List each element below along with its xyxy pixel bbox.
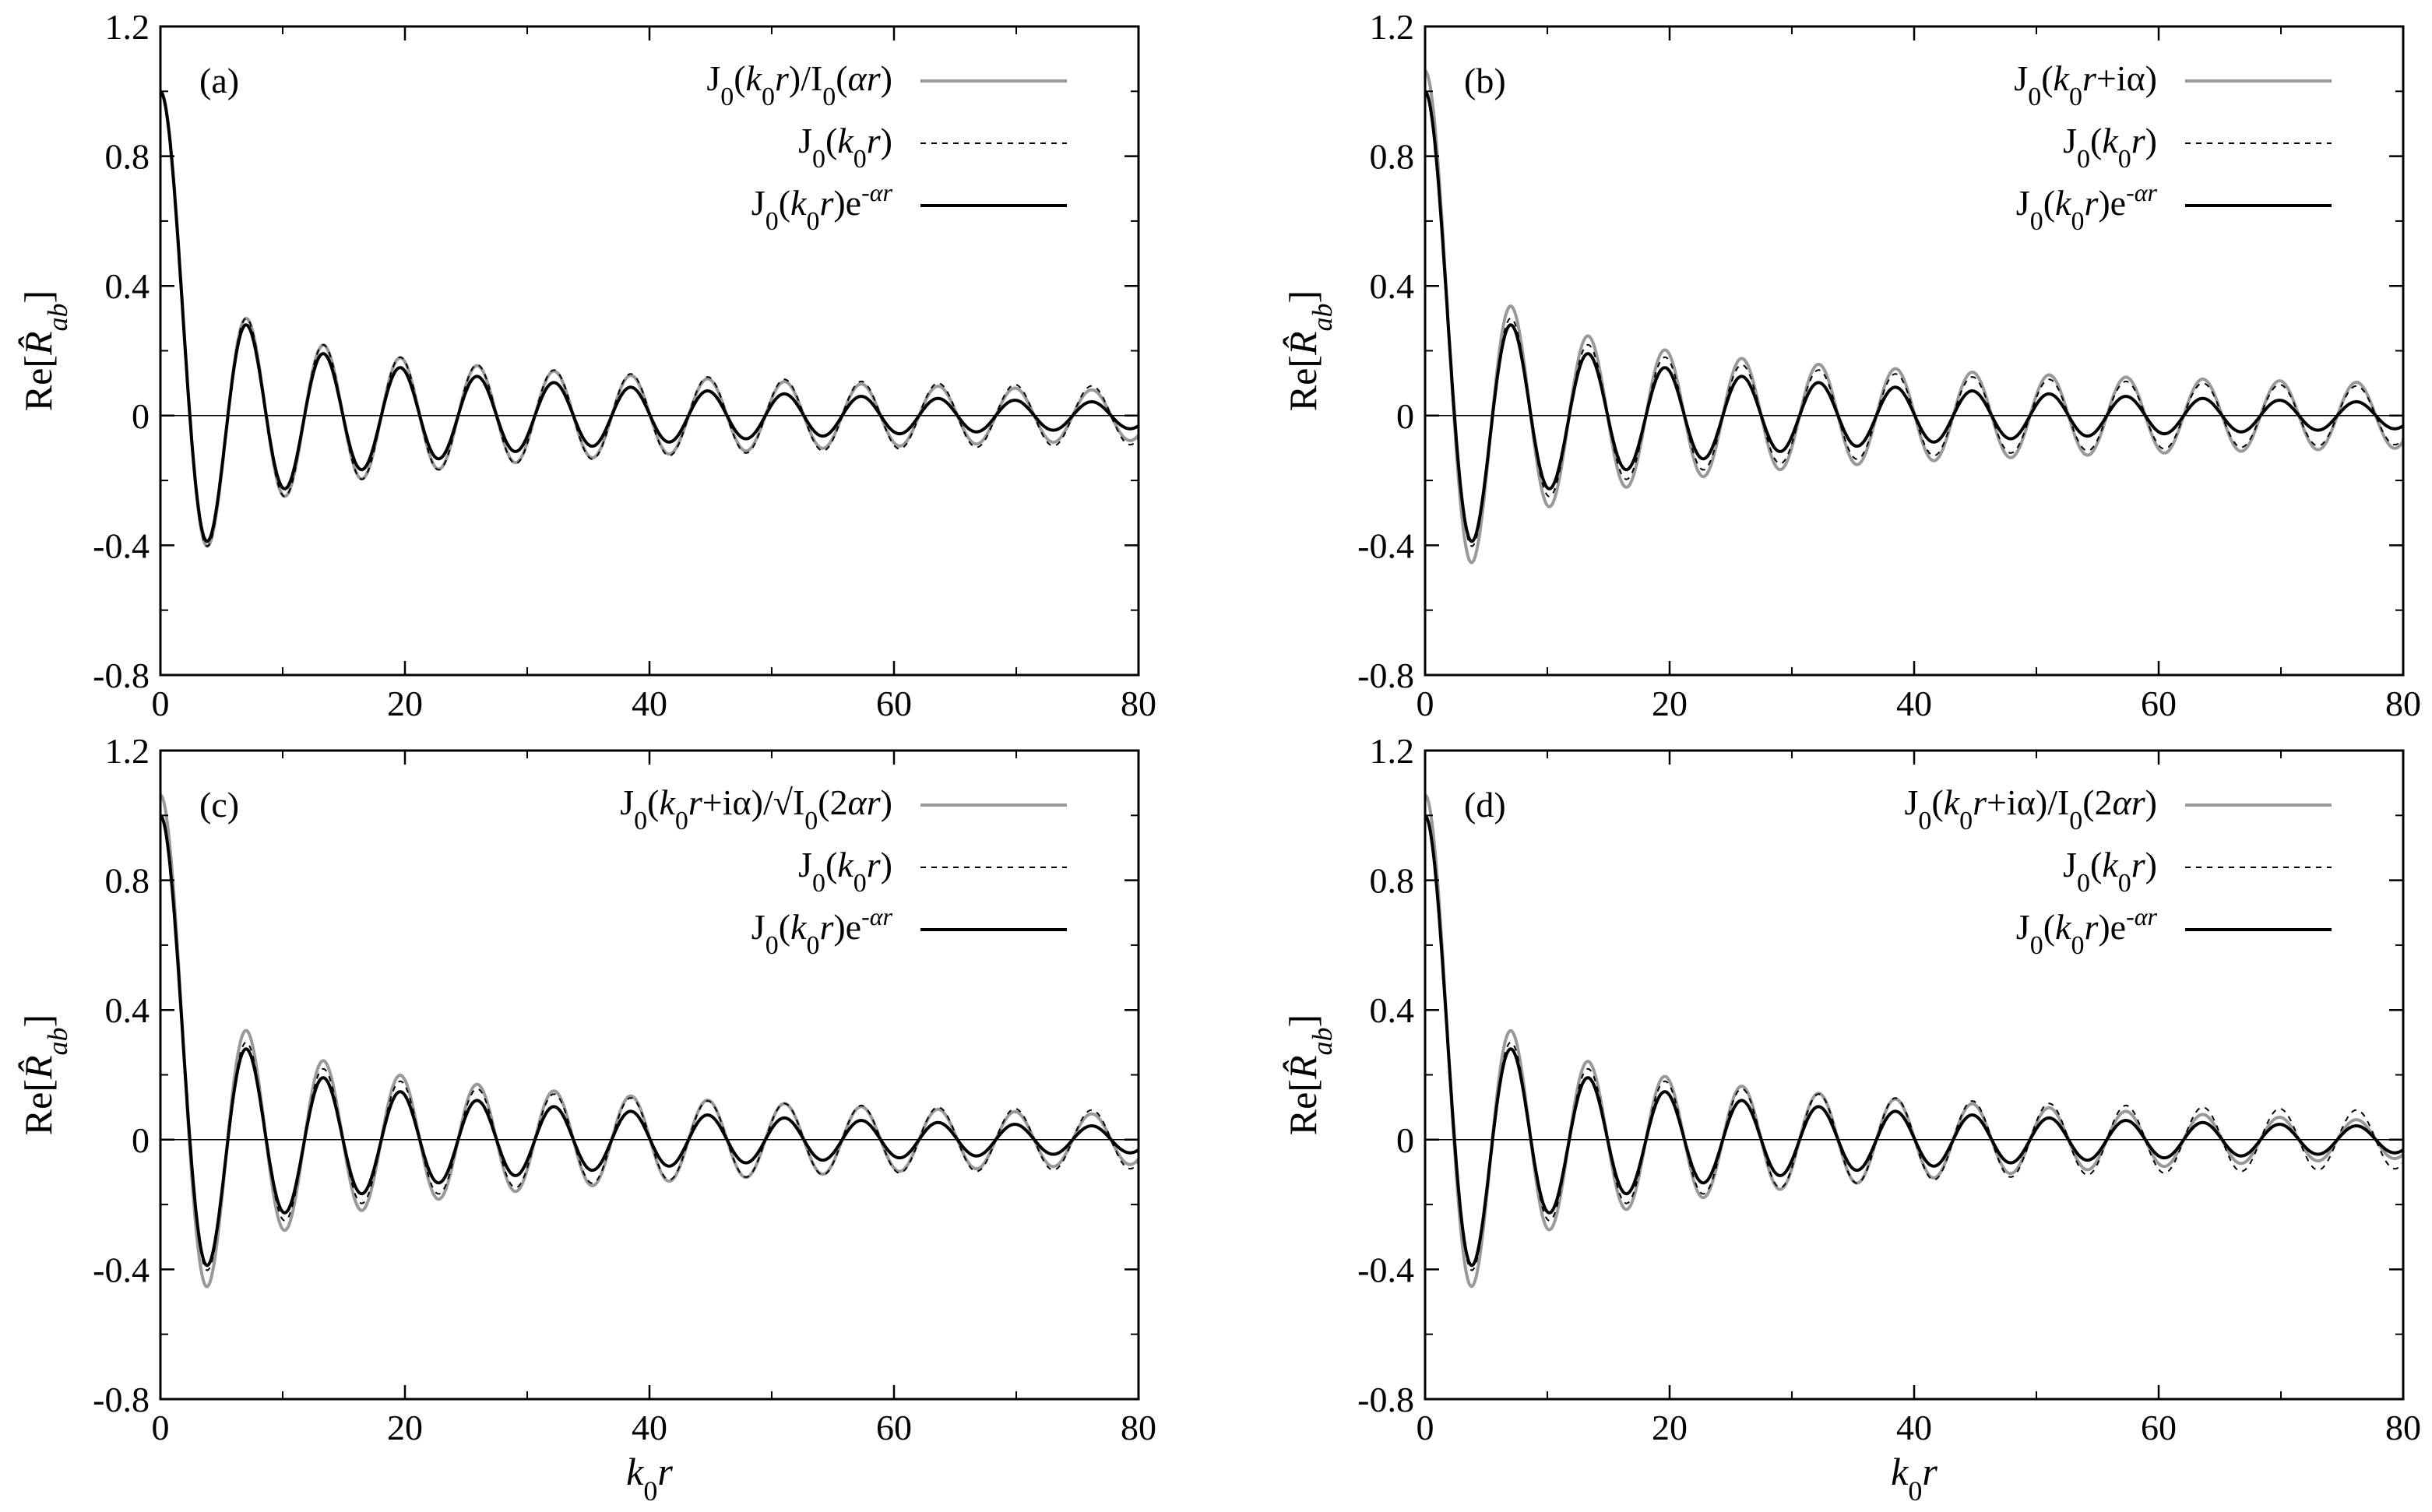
- x-tick-label: 0: [1417, 684, 1434, 723]
- legend-entry: J0(k0r): [798, 845, 892, 898]
- plot-area: [1425, 793, 2403, 1289]
- x-tick-label: 0: [152, 1408, 170, 1447]
- plot-frame: [1424, 25, 2405, 677]
- y-tick-label: 0.8: [105, 861, 150, 901]
- x-tick-label: 40: [1896, 684, 1932, 723]
- x-tick-label: 40: [1896, 1408, 1932, 1447]
- y-tick-label: 1.2: [1370, 7, 1415, 47]
- y-tick-label: -0.4: [93, 1250, 150, 1289]
- y-tick-label: -0.8: [93, 1380, 150, 1419]
- y-tick-label: 1.2: [1370, 731, 1415, 771]
- series-j0-dashed-line: [1425, 90, 2403, 547]
- series-j0-damped-line: [160, 814, 1139, 1268]
- legend-entry: J0(k0r+iα)/I0(2αr): [1904, 782, 2157, 835]
- y-tick-label: 1.2: [105, 731, 150, 771]
- legend-entry: J0(k0r+iα): [2014, 58, 2157, 111]
- series-j0-damped-line: [1425, 814, 2403, 1268]
- series-j0-dashed-line: [160, 90, 1139, 547]
- series-j0-damped-line: [1425, 90, 2403, 543]
- plot-area: [1425, 69, 2403, 564]
- y-tick-label: -0.4: [93, 526, 150, 565]
- y-tick-label: 0: [132, 396, 150, 436]
- x-tick-label: 20: [1652, 684, 1688, 723]
- x-tick-label: 20: [1652, 1408, 1688, 1447]
- x-tick-label: 80: [1121, 684, 1156, 723]
- y-tick-label: 0.4: [105, 990, 150, 1030]
- series-j0-damped-line: [160, 90, 1139, 543]
- legend-entry: J0(k0r): [798, 121, 892, 174]
- legend-entry: J0(k0r+iα)/√I0(2αr): [620, 782, 892, 835]
- plot-area: [160, 90, 1139, 548]
- series-gray-line: [160, 90, 1139, 548]
- panel-label: (d): [1464, 785, 1506, 825]
- panel-label: (a): [199, 61, 239, 100]
- y-tick-label: 0.8: [105, 137, 150, 177]
- legend-entry: J0(k0r): [2063, 121, 2157, 174]
- y-tick-label: 0.4: [1370, 266, 1415, 306]
- y-axis-label: Re[R̂ab]: [1281, 1014, 1338, 1135]
- y-tick-label: 0.4: [1370, 990, 1415, 1030]
- x-axis-label: k0r: [1891, 1450, 1938, 1507]
- plot-frame: [159, 25, 1140, 677]
- panel-label: (b): [1464, 61, 1506, 100]
- plot-frame: [159, 749, 1140, 1401]
- x-tick-label: 20: [387, 1408, 423, 1447]
- x-tick-label: 80: [2385, 684, 2421, 723]
- x-tick-label: 80: [1121, 1408, 1156, 1447]
- series-gray-line: [160, 793, 1139, 1289]
- chart-panel-c: 0 20 40 60 80 -0.8 -0.4 0 0.4 0.8 1.2 Re[R̂ab] k0r (c…: [16, 731, 1156, 1507]
- x-tick-label: 40: [632, 1408, 667, 1447]
- chart-panel-b: 0 20 40 60 80 -0.8 -0.4 0 0.4 0.8 1.2 Re[R̂ab] (b) J0…: [1281, 7, 2421, 723]
- legend-entry: J0(k0r)e-αr: [2016, 178, 2158, 236]
- plot-frame: [1424, 749, 2405, 1401]
- series-gray-line: [1425, 69, 2403, 564]
- y-axis-label: Re[R̂ab]: [16, 290, 73, 411]
- y-tick-label: -0.4: [1357, 526, 1414, 565]
- chart-panel-a: 0 20 40 60 80 -0.8 -0.4 0 0.4 0.8 1.2 Re[R̂ab] (a) J0…: [16, 7, 1156, 723]
- y-tick-label: 1.2: [105, 7, 150, 47]
- x-tick-label: 60: [2141, 684, 2177, 723]
- y-tick-label: -0.8: [1357, 1380, 1414, 1419]
- x-tick-label: 80: [2385, 1408, 2421, 1447]
- chart-panel-d: 0 20 40 60 80 -0.8 -0.4 0 0.4 0.8 1.2 Re[R̂ab] k0r (d…: [1281, 731, 2421, 1507]
- x-tick-label: 0: [152, 684, 170, 723]
- y-tick-label: -0.4: [1357, 1250, 1414, 1289]
- x-tick-label: 60: [2141, 1408, 2177, 1447]
- y-axis-label: Re[R̂ab]: [16, 1014, 73, 1135]
- y-tick-label: 0: [1396, 1120, 1414, 1160]
- y-tick-label: 0.4: [105, 266, 150, 306]
- series-j0-dashed-line: [1425, 814, 2403, 1271]
- y-tick-label: -0.8: [93, 656, 150, 695]
- x-tick-label: 60: [876, 684, 912, 723]
- series-j0-dashed-line: [160, 814, 1139, 1271]
- x-axis-label: k0r: [626, 1450, 673, 1507]
- x-tick-label: 20: [387, 684, 423, 723]
- legend-entry: J0(k0r)e-αr: [751, 178, 893, 236]
- x-tick-label: 0: [1417, 1408, 1434, 1447]
- y-tick-label: 0.8: [1370, 137, 1415, 177]
- x-tick-label: 40: [632, 684, 667, 723]
- panel-label: (c): [199, 785, 239, 825]
- y-tick-label: 0.8: [1370, 861, 1415, 901]
- legend-entry: J0(k0r)/I0(αr): [706, 58, 892, 111]
- x-tick-label: 60: [876, 1408, 912, 1447]
- legend-entry: J0(k0r): [2063, 845, 2157, 898]
- y-tick-label: -0.8: [1357, 656, 1414, 695]
- y-tick-label: 0: [1396, 396, 1414, 436]
- y-axis-label: Re[R̂ab]: [1281, 290, 1338, 411]
- plot-area: [160, 793, 1139, 1289]
- y-tick-label: 0: [132, 1120, 150, 1160]
- legend-entry: J0(k0r)e-αr: [751, 902, 893, 960]
- series-gray-line: [1425, 793, 2403, 1289]
- legend-entry: J0(k0r)e-αr: [2016, 902, 2158, 960]
